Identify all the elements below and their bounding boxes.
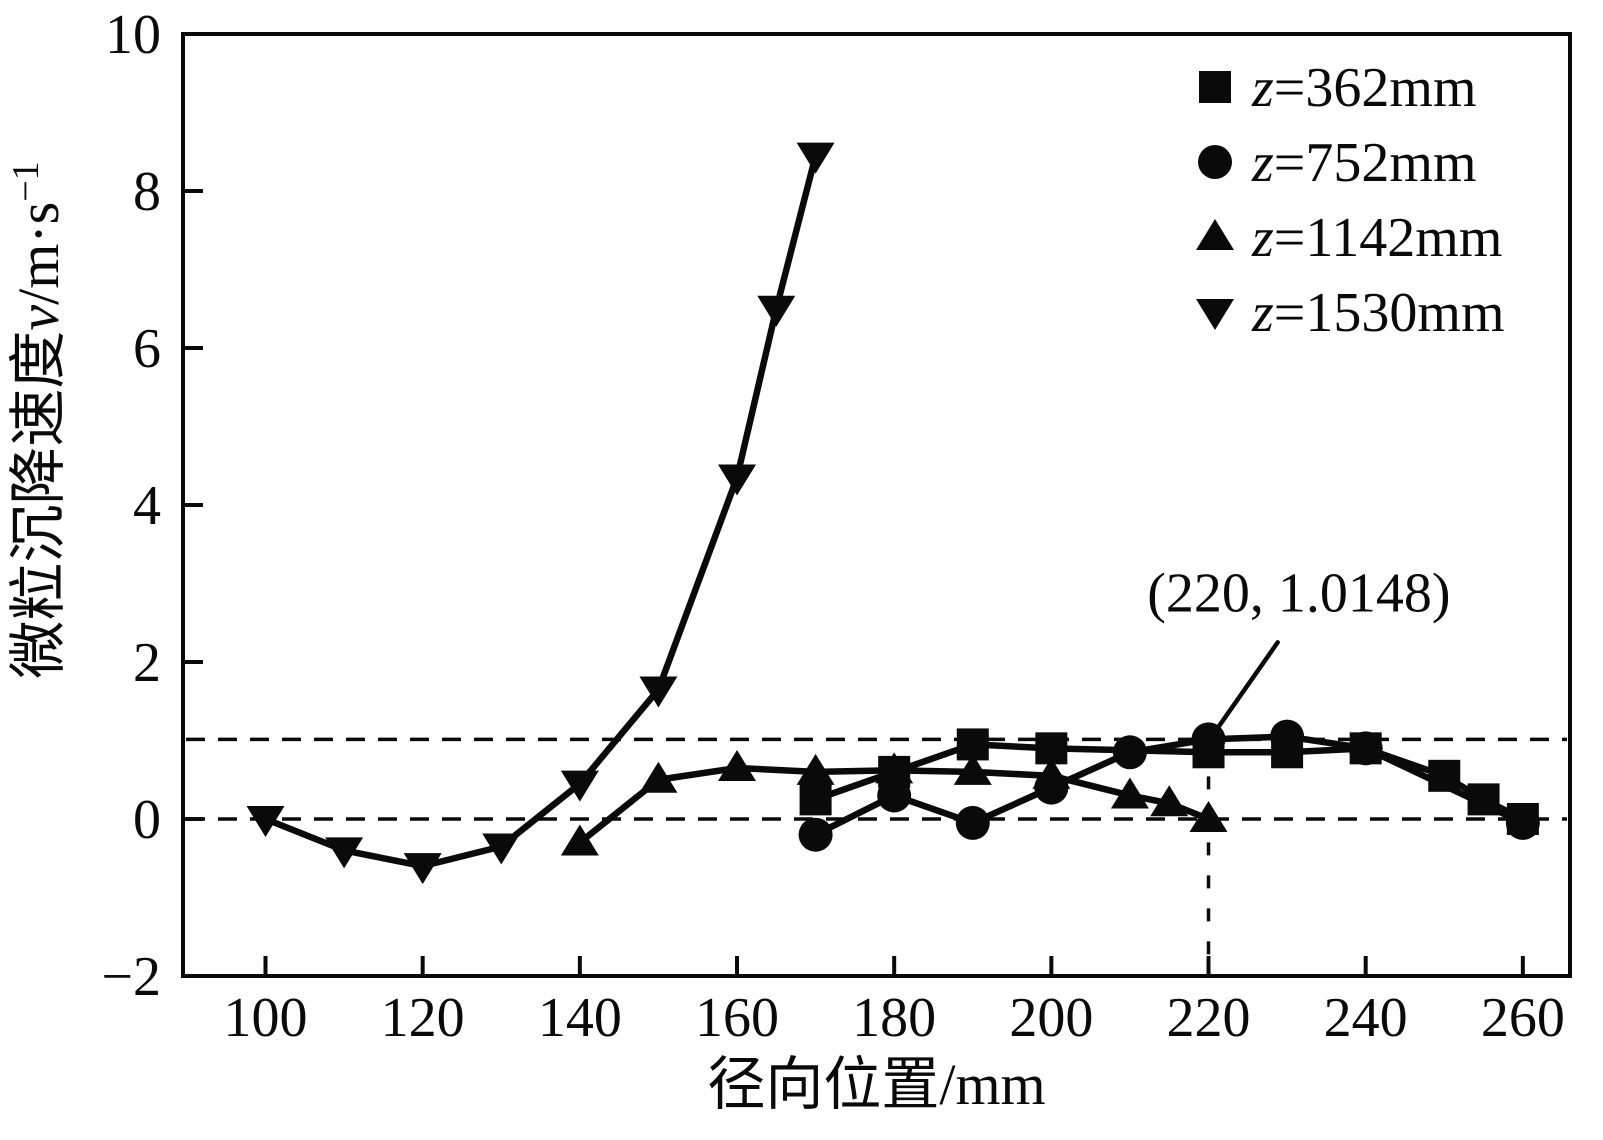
triangle-up-marker <box>1196 219 1234 250</box>
triangle-down-marker <box>325 837 364 869</box>
x-tick-label: 240 <box>1324 987 1408 1049</box>
triangle-down-marker <box>1196 299 1234 330</box>
series-z1142mm <box>560 749 1228 856</box>
triangle-down-marker <box>639 676 678 708</box>
x-tick-label: 180 <box>852 987 936 1049</box>
y-tick-label: 10 <box>105 4 161 66</box>
x-tick-label: 260 <box>1481 987 1565 1049</box>
series-z1530mm <box>246 142 835 885</box>
circle-marker <box>1270 719 1305 754</box>
circle-marker <box>1505 805 1540 840</box>
y-tick-label: 8 <box>133 161 161 223</box>
y-tick-label: 0 <box>133 789 161 851</box>
reference-lines-layer <box>186 737 1567 972</box>
circle-marker <box>877 778 912 813</box>
circle-marker <box>1348 731 1383 766</box>
y-tick-label: −2 <box>101 946 161 1008</box>
triangle-up-marker <box>953 753 992 785</box>
x-tick-label: 140 <box>538 987 622 1049</box>
ylabel-unit: /m·s <box>6 202 71 305</box>
triangle-up-marker <box>875 752 914 784</box>
circle-marker <box>1112 735 1147 770</box>
triangle-up-marker <box>718 749 757 781</box>
x-axis-title: 径向位置/mm <box>707 1052 1045 1117</box>
legend-item: z=1530mm <box>1196 282 1505 344</box>
triangle-up-marker <box>1110 777 1149 809</box>
triangle-up-marker <box>560 824 599 856</box>
ylabel-prefix: 微粒沉降速度 <box>6 331 71 679</box>
triangle-down-marker <box>246 806 285 837</box>
y-axis-title: 微粒沉降速度v/m·s−1 <box>5 161 71 678</box>
triangle-up-marker <box>1150 785 1189 817</box>
legend-rest: =1142mm <box>1274 207 1503 269</box>
triangle-up-marker <box>639 761 678 793</box>
y-tick-label: 2 <box>133 632 161 694</box>
ylabel-superscript: −1 <box>5 161 47 201</box>
x-tick-label: 200 <box>1009 987 1093 1049</box>
legend-rest: =362mm <box>1274 57 1477 119</box>
triangle-down-marker <box>796 142 835 174</box>
annotation-layer: (220, 1.0148) <box>1147 562 1451 739</box>
annotation-text: (220, 1.0148) <box>1147 562 1450 624</box>
legend-item-label: z=752mm <box>1251 132 1477 194</box>
x-tick-label: 160 <box>695 987 779 1049</box>
x-tick-label: 120 <box>381 987 465 1049</box>
triangle-up-marker <box>1189 801 1228 832</box>
legend-var: z <box>1251 132 1274 194</box>
legend-item-label: z=1142mm <box>1251 207 1502 269</box>
legend-rest: =1530mm <box>1274 282 1505 344</box>
triangle-down-marker <box>403 853 442 885</box>
triangle-up-marker <box>1032 757 1071 789</box>
series-line <box>576 764 1212 846</box>
legend-item: z=752mm <box>1198 132 1477 194</box>
legend-rest: =752mm <box>1274 132 1477 194</box>
axes-layer: 100 120 140 160 180 200 220 240 260 −2 0 2 4 6 8 10 <box>101 4 1572 1049</box>
y-tick-label: 6 <box>133 318 161 380</box>
circle-marker <box>955 805 990 840</box>
circle-marker <box>798 817 833 852</box>
legend-var: z <box>1251 57 1274 119</box>
legend-item-label: z=1530mm <box>1251 282 1505 344</box>
triangle-down-marker <box>482 833 521 865</box>
series-line <box>812 741 1527 823</box>
legend-item: z=1142mm <box>1196 207 1502 269</box>
triangle-down-marker <box>718 464 757 496</box>
triangle-up-marker <box>796 753 835 785</box>
annotation-leader-line <box>1209 640 1280 739</box>
y-tick-label: 4 <box>133 475 161 537</box>
legend-item: z=362mm <box>1199 57 1477 119</box>
triangle-down-marker <box>560 770 599 802</box>
x-tick-label: 100 <box>224 987 308 1049</box>
ylabel-variable: v <box>6 305 71 331</box>
triangle-down-marker <box>757 295 796 327</box>
x-tick-label: 220 <box>1167 987 1251 1049</box>
legend-var: z <box>1251 207 1274 269</box>
square-marker <box>1199 71 1231 103</box>
legend-item-label: z=362mm <box>1251 57 1477 119</box>
legend-var: z <box>1251 282 1274 344</box>
data-series-layer <box>246 142 1540 885</box>
square-marker <box>799 783 832 816</box>
circle-marker <box>1198 145 1232 179</box>
